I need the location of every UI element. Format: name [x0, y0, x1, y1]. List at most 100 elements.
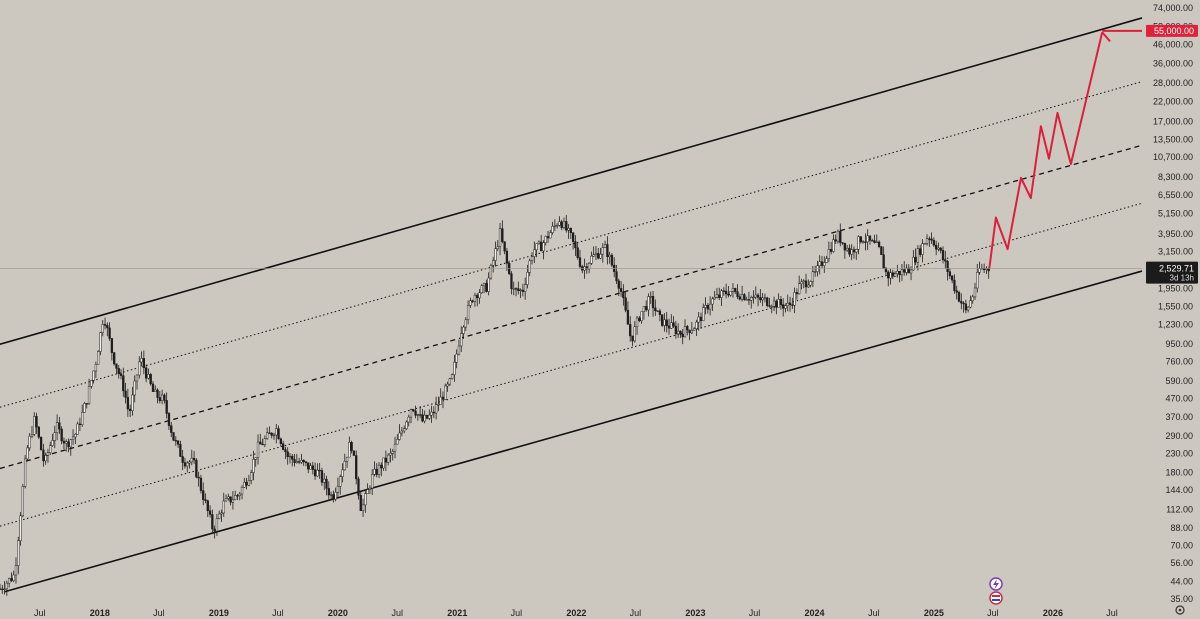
- candle-body: [530, 256, 534, 262]
- y-tick-label[interactable]: 70.00: [1170, 541, 1193, 551]
- candle-body: [254, 457, 257, 460]
- candle-body: [526, 271, 529, 285]
- projection-arrow-head: [1101, 31, 1111, 42]
- y-tick-label[interactable]: 28,000.00: [1153, 78, 1193, 88]
- y-tick-label[interactable]: 8,300.00: [1158, 172, 1193, 182]
- lightning-icon[interactable]: [989, 577, 1003, 591]
- candle: [919, 244, 922, 258]
- candle: [761, 292, 764, 307]
- candle: [629, 316, 632, 342]
- y-tick-label[interactable]: 290.00: [1165, 431, 1193, 441]
- x-tick-year[interactable]: 2024: [804, 608, 824, 618]
- price-axis-panel[interactable]: [1142, 0, 1200, 619]
- x-tick-month[interactable]: Jul: [392, 608, 404, 618]
- y-tick-label[interactable]: 3,950.00: [1158, 229, 1193, 239]
- y-tick-label[interactable]: 590.00: [1165, 376, 1193, 386]
- candle-body: [912, 256, 915, 271]
- event-markers[interactable]: [989, 577, 1003, 605]
- candle: [912, 250, 915, 271]
- x-tick-year[interactable]: 2019: [209, 608, 229, 618]
- y-tick-label[interactable]: 36,000.00: [1153, 59, 1193, 69]
- candle-body: [174, 440, 177, 442]
- candle: [74, 433, 77, 445]
- y-tick-label[interactable]: 35.00: [1170, 594, 1193, 604]
- candle: [923, 242, 926, 245]
- candle-body: [462, 326, 465, 334]
- y-tick-label[interactable]: 22,000.00: [1153, 97, 1193, 107]
- candle: [946, 259, 949, 281]
- y-tick-label[interactable]: 6,550.00: [1158, 190, 1193, 200]
- x-tick-month[interactable]: Jul: [1106, 608, 1118, 618]
- candle: [448, 377, 451, 386]
- x-tick-month[interactable]: Jul: [630, 608, 642, 618]
- y-tick-label[interactable]: 470.00: [1165, 394, 1193, 404]
- candle: [832, 234, 835, 253]
- y-tick-label[interactable]: 46,000.00: [1153, 40, 1193, 50]
- current-price-value: 2,529.71: [1159, 264, 1194, 274]
- x-tick-year[interactable]: 2020: [328, 608, 348, 618]
- x-tick-year[interactable]: 2025: [924, 608, 944, 618]
- time-axis[interactable]: Jul 2018 Jul 2019 Jul 2020 Jul 2021 Jul 2022 Jul 20…: [34, 608, 1118, 618]
- y-tick-label[interactable]: 144.00: [1165, 485, 1193, 495]
- candle: [905, 264, 908, 276]
- y-tick-label[interactable]: 44.00: [1170, 576, 1193, 586]
- y-tick-label[interactable]: 230.00: [1165, 449, 1193, 459]
- candle: [469, 297, 472, 308]
- candle-body: [418, 414, 422, 416]
- x-tick-month[interactable]: Jul: [153, 608, 165, 618]
- y-tick-label[interactable]: 88.00: [1170, 523, 1193, 533]
- candle-body: [220, 512, 223, 515]
- x-tick-year[interactable]: 2023: [685, 608, 705, 618]
- y-tick-label[interactable]: 112.00: [1166, 504, 1193, 514]
- candle: [482, 282, 486, 294]
- y-tick-label[interactable]: 17,000.00: [1153, 116, 1193, 126]
- candle-body: [505, 250, 509, 264]
- y-tick-label[interactable]: 950.00: [1165, 339, 1193, 349]
- y-tick-label[interactable]: 74,000.00: [1153, 3, 1193, 13]
- x-tick-month[interactable]: Jul: [749, 608, 761, 618]
- candle-body: [617, 280, 620, 289]
- y-tick-label[interactable]: 10,700.00: [1153, 152, 1193, 162]
- candle: [206, 499, 209, 518]
- flag-icon[interactable]: [989, 591, 1003, 605]
- x-tick-year[interactable]: 2026: [1043, 608, 1063, 618]
- x-tick-month[interactable]: Jul: [868, 608, 880, 618]
- candle-body: [690, 330, 694, 334]
- candle: [606, 236, 609, 265]
- candle-body: [448, 378, 451, 385]
- candle: [295, 453, 298, 464]
- y-tick-label[interactable]: 56.00: [1170, 558, 1193, 568]
- candle: [715, 287, 719, 299]
- candle-body: [421, 414, 424, 422]
- y-tick-label[interactable]: 1,550.00: [1158, 301, 1193, 311]
- candle: [638, 316, 641, 323]
- y-tick-label[interactable]: 1,230.00: [1158, 319, 1193, 329]
- y-tick-label[interactable]: 5,150.00: [1158, 209, 1193, 219]
- candle-body: [654, 307, 657, 311]
- y-tick-label[interactable]: 1,950.00: [1158, 284, 1193, 294]
- candle: [138, 356, 141, 379]
- candle-body: [498, 228, 502, 247]
- x-tick-year[interactable]: 2022: [566, 608, 586, 618]
- x-tick-month[interactable]: Jul: [987, 608, 999, 618]
- candle: [845, 244, 849, 252]
- y-tick-label[interactable]: 180.00: [1165, 468, 1193, 478]
- candle: [215, 513, 219, 536]
- x-tick-month[interactable]: Jul: [511, 608, 523, 618]
- x-tick-year[interactable]: 2021: [447, 608, 467, 618]
- y-tick-label[interactable]: 3,150.00: [1158, 247, 1193, 257]
- candle: [176, 440, 180, 448]
- y-tick-label[interactable]: 760.00: [1165, 356, 1193, 366]
- x-tick-month[interactable]: Jul: [34, 608, 46, 618]
- candle-body: [272, 434, 276, 437]
- candle: [681, 329, 684, 345]
- y-tick-label[interactable]: 370.00: [1165, 412, 1193, 422]
- candle: [864, 233, 867, 251]
- y-tick-label[interactable]: 13,500.00: [1153, 134, 1193, 144]
- x-tick-year[interactable]: 2018: [90, 608, 110, 618]
- x-tick-month[interactable]: Jul: [272, 608, 284, 618]
- gear-icon[interactable]: [1175, 605, 1185, 615]
- candle-body: [839, 230, 842, 243]
